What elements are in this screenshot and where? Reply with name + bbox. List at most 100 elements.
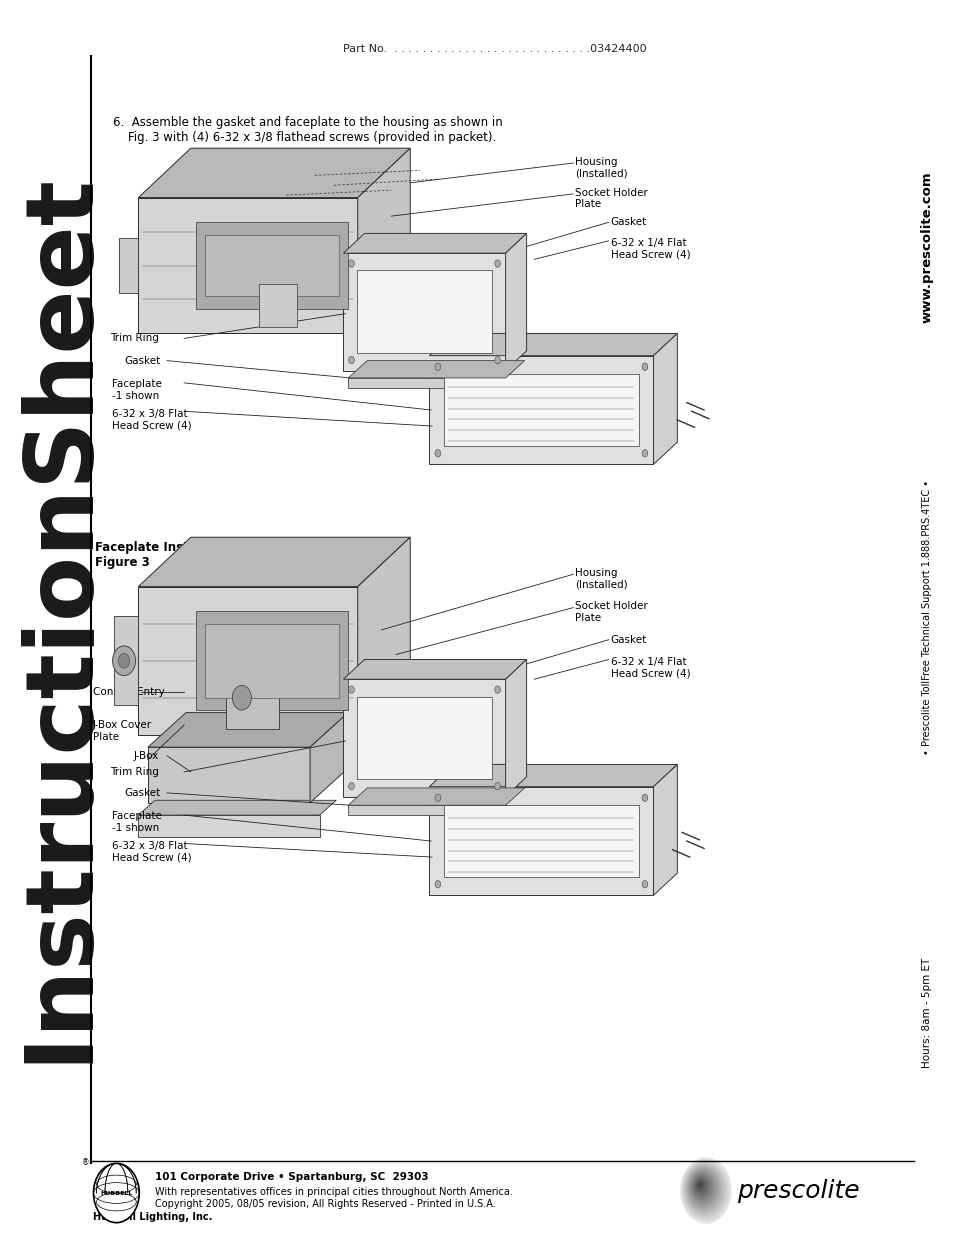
Circle shape [689, 1171, 715, 1204]
Circle shape [93, 1163, 139, 1223]
Circle shape [684, 1165, 723, 1214]
Circle shape [691, 1173, 712, 1200]
Text: With representatives offices in principal cities throughout North America.: With representatives offices in principa… [154, 1187, 512, 1197]
Polygon shape [343, 233, 526, 253]
Polygon shape [443, 374, 639, 446]
Text: 6-32 x 3/8 Flat
Head Screw (4): 6-32 x 3/8 Flat Head Screw (4) [112, 841, 191, 862]
Polygon shape [195, 611, 348, 710]
Circle shape [118, 653, 130, 668]
Circle shape [112, 646, 135, 676]
Circle shape [641, 450, 647, 457]
Circle shape [680, 1158, 729, 1221]
Polygon shape [310, 713, 348, 803]
Polygon shape [653, 764, 677, 895]
Circle shape [692, 1174, 710, 1198]
Text: Housing
(Installed): Housing (Installed) [575, 568, 627, 589]
Circle shape [435, 363, 440, 370]
Polygon shape [348, 361, 524, 378]
Circle shape [683, 1162, 724, 1216]
Circle shape [686, 1167, 720, 1210]
Polygon shape [138, 198, 357, 333]
Circle shape [348, 357, 354, 364]
Text: Hours: 8am - 5pm ET: Hours: 8am - 5pm ET [922, 957, 931, 1068]
Polygon shape [148, 713, 348, 747]
Polygon shape [348, 788, 524, 805]
Polygon shape [348, 378, 505, 388]
Polygon shape [226, 667, 278, 729]
Circle shape [690, 1172, 713, 1202]
Polygon shape [356, 270, 492, 353]
Polygon shape [343, 659, 526, 679]
Text: J-Box Cover
Plate: J-Box Cover Plate [92, 720, 152, 741]
Polygon shape [357, 148, 410, 333]
Text: Hubbell Lighting, Inc.: Hubbell Lighting, Inc. [92, 1212, 212, 1221]
Text: • Prescolite TollFree Technical Support 1.888.PRS.4TEC •: • Prescolite TollFree Technical Support … [922, 480, 931, 755]
Circle shape [679, 1157, 731, 1224]
Circle shape [495, 783, 500, 790]
Text: www.prescolite.com: www.prescolite.com [920, 172, 933, 322]
Polygon shape [653, 333, 677, 464]
Circle shape [495, 357, 500, 364]
Circle shape [687, 1168, 718, 1208]
Circle shape [348, 259, 354, 267]
Circle shape [435, 450, 440, 457]
Text: J-Box: J-Box [133, 751, 158, 761]
Polygon shape [429, 787, 653, 895]
Text: HUBBELL: HUBBELL [100, 1191, 132, 1195]
Polygon shape [429, 356, 653, 464]
Text: Socket Holder
Plate: Socket Holder Plate [575, 188, 647, 209]
Circle shape [682, 1161, 726, 1218]
Text: Copyright 2005, 08/05 revision, All Rights Reserved - Printed in U.S.A.: Copyright 2005, 08/05 revision, All Righ… [154, 1199, 495, 1209]
Text: Gasket: Gasket [124, 788, 160, 798]
Circle shape [685, 1166, 721, 1212]
Circle shape [694, 1178, 707, 1194]
Circle shape [696, 1181, 703, 1191]
Polygon shape [205, 624, 338, 698]
Text: Trim Ring: Trim Ring [110, 333, 158, 343]
Text: 6.  Assemble the gasket and faceplate to the housing as shown in
    Fig. 3 with: 6. Assemble the gasket and faceplate to … [112, 116, 502, 144]
Circle shape [435, 794, 440, 802]
Text: Gasket: Gasket [610, 217, 646, 227]
Polygon shape [205, 235, 338, 296]
Polygon shape [148, 747, 310, 803]
Circle shape [641, 794, 647, 802]
Text: Gasket: Gasket [610, 635, 646, 645]
Circle shape [695, 1179, 705, 1193]
Polygon shape [258, 284, 296, 327]
Polygon shape [348, 805, 505, 815]
Circle shape [435, 881, 440, 888]
Text: Faceplate Installation
Figure 3: Faceplate Installation Figure 3 [95, 541, 239, 569]
Circle shape [641, 363, 647, 370]
Polygon shape [505, 233, 526, 370]
Circle shape [233, 685, 251, 710]
Polygon shape [114, 616, 138, 705]
Text: 6-32 x 1/4 Flat
Head Screw (4): 6-32 x 1/4 Flat Head Screw (4) [610, 238, 689, 259]
Text: InstructionSheet: InstructionSheet [13, 172, 105, 1063]
Polygon shape [138, 800, 335, 815]
Polygon shape [119, 238, 138, 293]
Circle shape [495, 685, 500, 693]
Circle shape [348, 685, 354, 693]
Circle shape [693, 1176, 708, 1197]
Polygon shape [505, 659, 526, 797]
Polygon shape [343, 679, 505, 797]
Circle shape [641, 881, 647, 888]
Text: Part No.  . . . . . . . . . . . . . . . . . . . . . . . . . . . .03424400: Part No. . . . . . . . . . . . . . . . .… [343, 44, 646, 54]
Polygon shape [138, 537, 410, 587]
Polygon shape [195, 222, 348, 309]
Circle shape [495, 259, 500, 267]
Polygon shape [138, 587, 357, 735]
Polygon shape [343, 253, 505, 370]
Text: Trim Ring: Trim Ring [110, 767, 158, 777]
Text: 6-32 x 1/4 Flat
Head Screw (4): 6-32 x 1/4 Flat Head Screw (4) [610, 657, 689, 678]
Polygon shape [138, 815, 319, 837]
Text: 6-32 x 3/8 Flat
Head Screw (4): 6-32 x 3/8 Flat Head Screw (4) [112, 409, 191, 430]
Text: Socket Holder
Plate: Socket Holder Plate [575, 601, 647, 622]
Text: prescolite: prescolite [737, 1178, 860, 1203]
Polygon shape [138, 148, 410, 198]
Circle shape [348, 783, 354, 790]
Text: Faceplate
-1 shown: Faceplate -1 shown [112, 379, 161, 400]
Polygon shape [356, 697, 492, 779]
Circle shape [698, 1183, 700, 1187]
Text: Housing
(Installed): Housing (Installed) [575, 157, 627, 178]
